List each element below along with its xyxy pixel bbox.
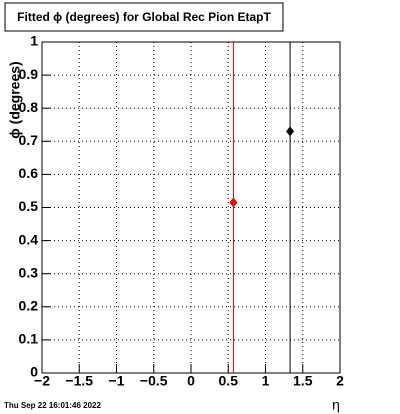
y-tick-label: 0.5 bbox=[19, 198, 39, 214]
y-tick-label: 0.1 bbox=[19, 331, 39, 347]
y-tick-label: 0.8 bbox=[19, 99, 39, 115]
x-tick-label: −0.5 bbox=[140, 373, 168, 389]
title-box bbox=[4, 2, 284, 32]
point bbox=[229, 197, 238, 208]
y-tick-label: 0.6 bbox=[19, 165, 39, 181]
y-tick-label: 0.2 bbox=[19, 298, 39, 314]
footer-date: Thu Sep 22 16:01:46 2022 bbox=[4, 401, 101, 410]
x-tick-label: 0 bbox=[187, 373, 195, 389]
y-tick-label: 0 bbox=[30, 364, 38, 380]
x-tick-label: −2 bbox=[34, 373, 50, 389]
y-tick-label: 0.3 bbox=[19, 264, 39, 280]
x-tick-label: −1.5 bbox=[65, 373, 93, 389]
y-tick-label: 0.4 bbox=[19, 231, 39, 247]
x-tick-label: 0.5 bbox=[219, 373, 239, 389]
x-tick-label: −1 bbox=[109, 373, 125, 389]
chart-title: Fitted ϕ (degrees) for Global Rec Pion E… bbox=[17, 10, 271, 24]
x-axis-label: η bbox=[332, 397, 340, 413]
y-tick-label: 1 bbox=[30, 33, 38, 49]
point bbox=[286, 126, 295, 137]
y-axis-label: ϕ (degrees) bbox=[7, 61, 23, 138]
x-tick-label: 1 bbox=[262, 373, 270, 389]
x-tick-label: 2 bbox=[336, 373, 344, 389]
y-tick-label: 0.7 bbox=[19, 132, 39, 148]
y-tick-label: 0.9 bbox=[19, 66, 39, 82]
x-tick-label: 1.5 bbox=[293, 373, 313, 389]
